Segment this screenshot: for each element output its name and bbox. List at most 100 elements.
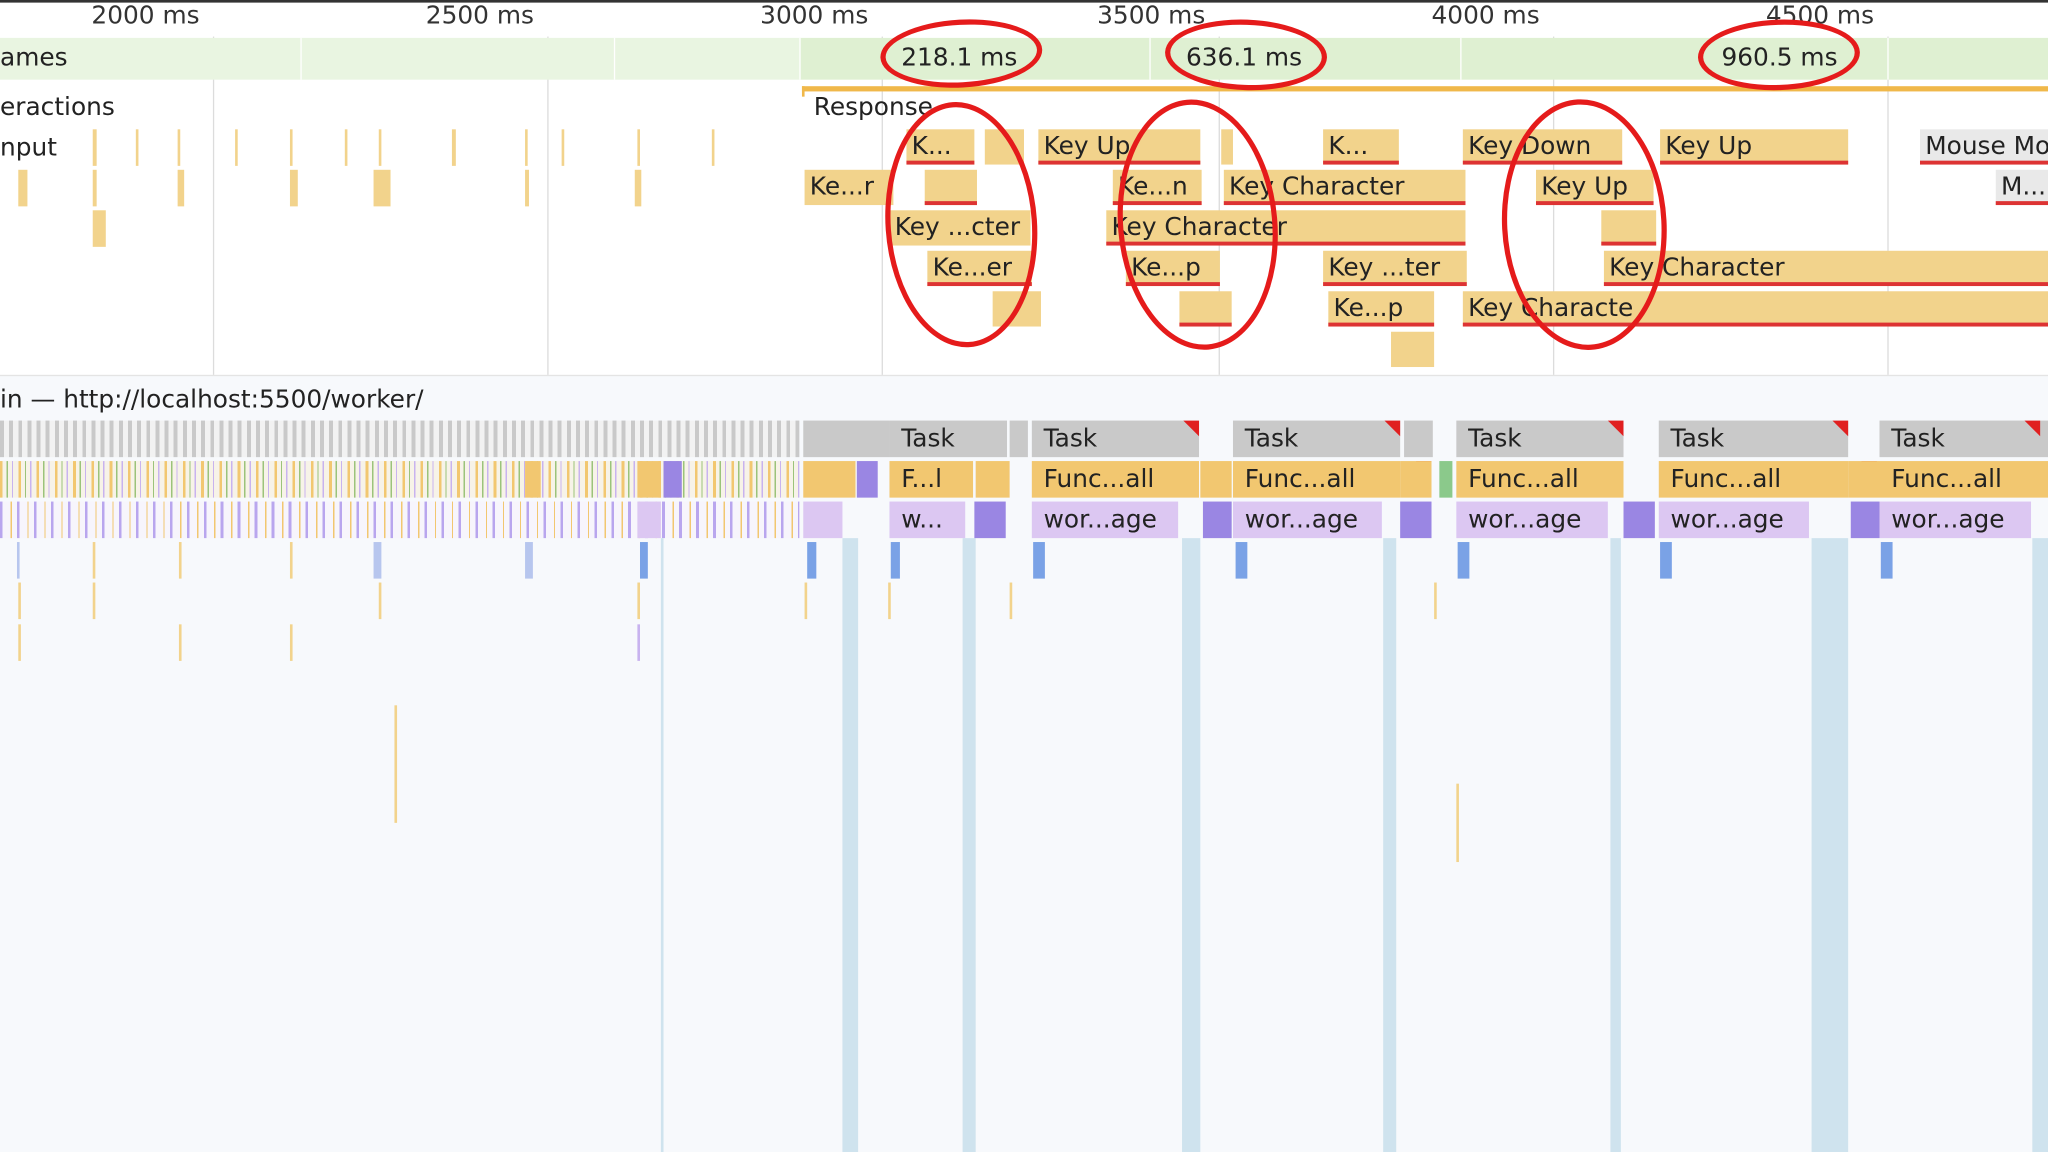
input-event-key-down[interactable]: Key Down bbox=[1462, 129, 1623, 165]
early-block[interactable] bbox=[525, 461, 541, 498]
function-call-block[interactable] bbox=[1848, 461, 1880, 498]
input-sliver[interactable] bbox=[177, 129, 181, 166]
early-block[interactable] bbox=[637, 461, 661, 498]
input-sliver[interactable] bbox=[135, 129, 139, 166]
call-sliver[interactable] bbox=[1434, 582, 1437, 620]
early-block[interactable] bbox=[373, 542, 382, 579]
call-sliver[interactable] bbox=[92, 542, 96, 579]
input-sliver[interactable] bbox=[92, 210, 106, 247]
call-sliver[interactable] bbox=[16, 542, 20, 579]
frame-duration[interactable]: 960.5 ms bbox=[1721, 43, 1838, 72]
input-event-key[interactable]: Ke...er bbox=[927, 250, 1032, 287]
input-event-key[interactable]: K... bbox=[1323, 129, 1399, 165]
input-event-key[interactable]: Ke...r bbox=[804, 169, 894, 206]
worker-message-block[interactable]: wor...age bbox=[1456, 501, 1608, 539]
input-sliver[interactable] bbox=[525, 169, 529, 207]
call-sliver[interactable] bbox=[289, 624, 293, 661]
function-call-block[interactable]: Func...all bbox=[1879, 461, 2048, 498]
function-call-block[interactable]: Func...all bbox=[1232, 461, 1401, 498]
call-sliver[interactable] bbox=[637, 582, 640, 620]
sub-call[interactable] bbox=[807, 542, 817, 579]
task-block[interactable]: Task bbox=[1232, 420, 1401, 458]
input-sliver[interactable] bbox=[92, 169, 97, 207]
task-block[interactable] bbox=[803, 420, 890, 458]
sub-call[interactable] bbox=[1033, 542, 1045, 579]
call-sliver[interactable] bbox=[888, 582, 891, 620]
task-block[interactable]: Task bbox=[1879, 420, 2048, 458]
early-block[interactable] bbox=[639, 542, 648, 579]
call-sliver[interactable] bbox=[394, 705, 398, 823]
function-call-block[interactable] bbox=[975, 461, 1010, 498]
function-call-block[interactable]: Func...all bbox=[1031, 461, 1200, 498]
input-event-key-character[interactable]: Key Characte bbox=[1462, 291, 2048, 327]
input-event-key[interactable]: K... bbox=[906, 129, 975, 165]
call-sliver[interactable] bbox=[637, 624, 640, 661]
function-call-block[interactable] bbox=[803, 461, 856, 498]
function-call-block[interactable] bbox=[856, 461, 878, 498]
call-sliver[interactable] bbox=[178, 624, 182, 661]
input-event-key[interactable]: Ke...p bbox=[1328, 291, 1435, 327]
input-sliver[interactable] bbox=[711, 129, 715, 166]
sub-call[interactable] bbox=[1660, 542, 1672, 579]
input-sliver[interactable] bbox=[378, 129, 382, 166]
call-sliver[interactable] bbox=[178, 542, 182, 579]
input-event-key[interactable] bbox=[1391, 331, 1435, 368]
task-block[interactable] bbox=[1404, 420, 1433, 458]
call-sliver[interactable] bbox=[92, 582, 96, 620]
call-sliver[interactable] bbox=[1009, 582, 1013, 620]
input-event-key[interactable] bbox=[992, 291, 1041, 327]
input-sliver[interactable] bbox=[235, 129, 238, 166]
worker-message-block[interactable]: w... bbox=[889, 501, 966, 539]
input-event-key[interactable] bbox=[984, 129, 1024, 165]
input-sliver[interactable] bbox=[525, 129, 528, 166]
frame-duration[interactable]: 636.1 ms bbox=[1185, 43, 1302, 72]
input-sliver[interactable] bbox=[289, 129, 293, 166]
function-call-block[interactable] bbox=[1400, 461, 1432, 498]
call-sliver[interactable] bbox=[289, 542, 293, 579]
worker-message-block[interactable]: wor...age bbox=[1232, 501, 1382, 539]
function-call-block[interactable]: F...l bbox=[889, 461, 974, 498]
worker-message-block[interactable]: wor...age bbox=[1031, 501, 1179, 539]
input-event-key-character[interactable]: Key Character bbox=[1603, 250, 2048, 287]
input-sliver[interactable] bbox=[289, 169, 298, 207]
task-block[interactable] bbox=[1009, 420, 1028, 458]
input-sliver[interactable] bbox=[561, 129, 565, 166]
input-sliver[interactable] bbox=[637, 129, 640, 166]
input-event-key-character[interactable]: Key Character bbox=[1106, 210, 1466, 246]
task-block[interactable]: Task bbox=[1031, 420, 1200, 458]
early-block[interactable] bbox=[525, 542, 533, 579]
input-event-key-character[interactable]: Key ...ter bbox=[1323, 250, 1467, 287]
function-call-block[interactable]: Func...all bbox=[1456, 461, 1624, 498]
task-block[interactable]: Task bbox=[1658, 420, 1849, 458]
input-event-key-up[interactable]: Key Up bbox=[1038, 129, 1201, 165]
sub-call[interactable] bbox=[1457, 542, 1470, 579]
worker-message-block[interactable] bbox=[803, 501, 843, 539]
sub-call[interactable] bbox=[1880, 542, 1893, 579]
early-activity[interactable] bbox=[0, 501, 800, 539]
input-sliver[interactable] bbox=[344, 129, 348, 166]
input-event-mouse-move[interactable]: Mouse Mo bbox=[1919, 129, 2048, 165]
worker-message-block[interactable] bbox=[974, 501, 1006, 539]
input-event-key[interactable] bbox=[1179, 291, 1232, 327]
input-sliver[interactable] bbox=[451, 129, 456, 166]
worker-message-block[interactable] bbox=[1202, 501, 1232, 539]
worker-message-block[interactable]: wor...age bbox=[1879, 501, 2032, 539]
call-sliver[interactable] bbox=[18, 624, 21, 661]
input-sliver[interactable] bbox=[18, 169, 28, 207]
sub-call[interactable] bbox=[1235, 542, 1248, 579]
call-sliver[interactable] bbox=[18, 582, 21, 620]
input-event-key-up[interactable]: Key Up bbox=[1660, 129, 1849, 165]
early-activity[interactable] bbox=[0, 420, 800, 458]
main-thread-label[interactable]: in — http://localhost:5500/worker/ bbox=[0, 385, 424, 415]
worker-message-block[interactable] bbox=[1400, 501, 1432, 539]
input-sliver[interactable] bbox=[92, 129, 97, 166]
input-event-key[interactable] bbox=[1601, 210, 1657, 246]
input-event-key[interactable]: Ke...n bbox=[1112, 169, 1202, 206]
interaction-span[interactable] bbox=[801, 86, 2048, 92]
task-block[interactable]: Task bbox=[889, 420, 1008, 458]
early-block[interactable] bbox=[663, 461, 682, 498]
call-sliver[interactable] bbox=[1456, 783, 1459, 863]
input-event-key-up[interactable]: Key Up bbox=[1535, 169, 1654, 206]
input-event-key[interactable]: Ke...p bbox=[1125, 250, 1220, 287]
input-event-key[interactable] bbox=[1221, 129, 1233, 165]
